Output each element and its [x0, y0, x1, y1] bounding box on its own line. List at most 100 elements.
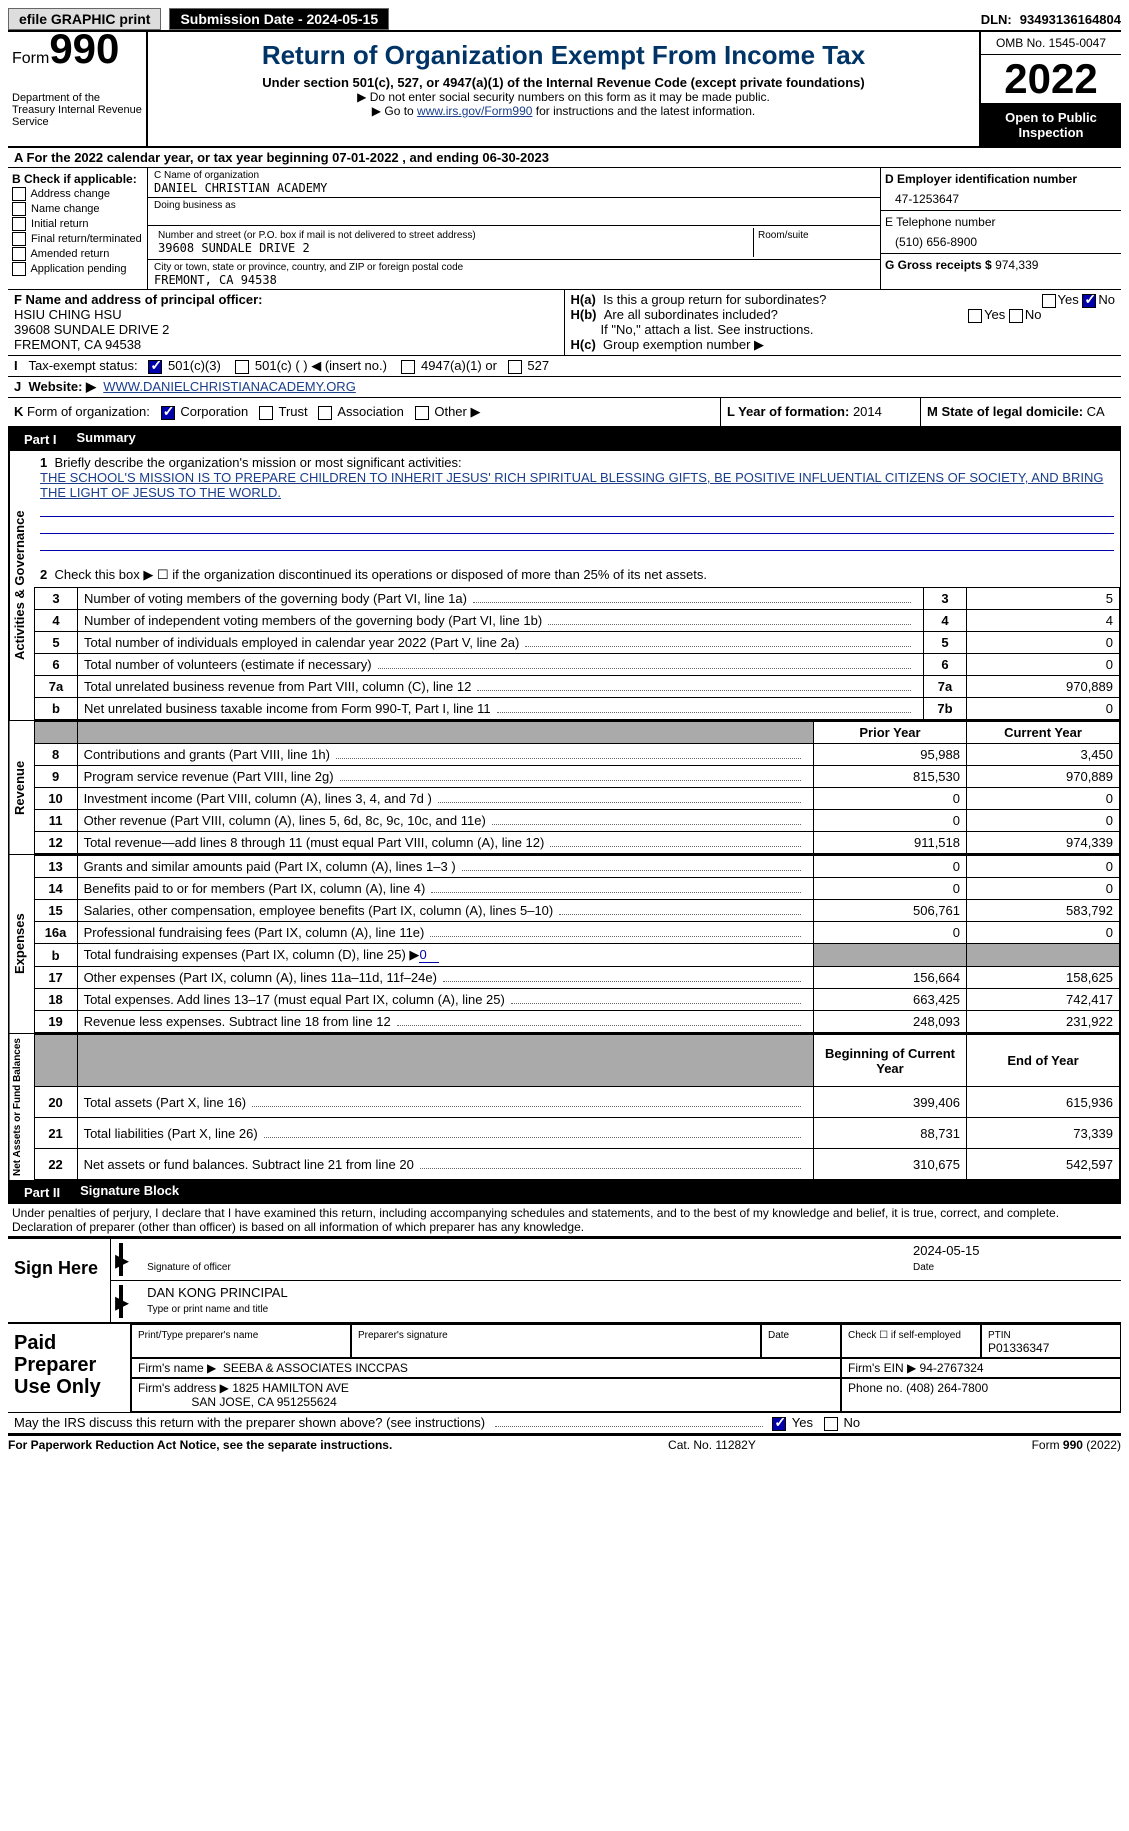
footer: For Paperwork Reduction Act Notice, see … — [8, 1434, 1121, 1454]
part-i-bar: Part I Summary — [8, 428, 1121, 451]
table-row: 22Net assets or fund balances. Subtract … — [34, 1149, 1119, 1180]
irs-link[interactable]: www.irs.gov/Form990 — [417, 104, 532, 118]
table-row: 6Total number of volunteers (estimate if… — [35, 654, 1120, 676]
ein-value: 47-1253647 — [895, 192, 1117, 206]
submission-btn[interactable]: Submission Date - 2024-05-15 — [169, 8, 389, 30]
org-name-label: C Name of organization — [154, 170, 874, 181]
side-activities: Activities & Governance — [9, 451, 34, 720]
section-h: H(a) Is this a group return for subordin… — [565, 290, 1122, 355]
netassets-section: Net Assets or Fund Balances Beginning of… — [8, 1034, 1121, 1181]
table-row: 3Number of voting members of the governi… — [35, 588, 1120, 610]
prep-date-label: Date — [761, 1324, 841, 1358]
activities-section: Activities & Governance 1 Briefly descri… — [8, 451, 1121, 721]
topbar: efile GRAPHIC print Submission Date - 20… — [8, 8, 1121, 32]
side-netassets: Net Assets or Fund Balances — [9, 1034, 34, 1180]
table-row: 8Contributions and grants (Part VIII, li… — [34, 744, 1119, 766]
table-row: 7aTotal unrelated business revenue from … — [35, 676, 1120, 698]
table-row: 13Grants and similar amounts paid (Part … — [34, 856, 1119, 878]
firm-ein: Firm's EIN ▶ 94-2767324 — [841, 1358, 1121, 1378]
col-b: B Check if applicable: Address change Na… — [8, 168, 148, 289]
subtitle-3: ▶ Go to www.irs.gov/Form990 for instruct… — [152, 104, 975, 118]
prep-check[interactable]: Check ☐ if self-employed — [841, 1324, 981, 1358]
row-j: J Website: ▶ WWW.DANIELCHRISTIANACADEMY.… — [8, 377, 1121, 398]
mission-text: THE SCHOOL'S MISSION IS TO PREPARE CHILD… — [40, 470, 1103, 500]
title: Return of Organization Exempt From Incom… — [152, 40, 975, 71]
entity-block: B Check if applicable: Address change Na… — [8, 168, 1121, 290]
netassets-table: Beginning of Current YearEnd of Year 20T… — [34, 1034, 1120, 1180]
officer-sig[interactable]: ▸ Signature of officer — [119, 1243, 893, 1276]
col-c: C Name of organization DANIEL CHRISTIAN … — [148, 168, 881, 289]
table-row: 16aProfessional fundraising fees (Part I… — [34, 922, 1119, 944]
revenue-section: Revenue Prior YearCurrent Year 8Contribu… — [8, 721, 1121, 855]
phone-value: (510) 656-8900 — [895, 235, 1117, 249]
org-name: DANIEL CHRISTIAN ACADEMY — [154, 181, 874, 195]
expenses-table: 13Grants and similar amounts paid (Part … — [34, 855, 1120, 1033]
year-formation: L Year of formation: 2014 — [721, 398, 921, 426]
dba-label: Doing business as — [154, 200, 874, 211]
prep-ptin: PTINP01336347 — [981, 1324, 1121, 1358]
line-a: A For the 2022 calendar year, or tax yea… — [8, 148, 1121, 168]
subtitle-1: Under section 501(c), 527, or 4947(a)(1)… — [152, 75, 975, 90]
row-f-h: F Name and address of principal officer:… — [8, 290, 1121, 356]
ein-label: D Employer identification number — [885, 172, 1077, 186]
table-row: 12Total revenue—add lines 8 through 11 (… — [34, 832, 1119, 854]
table-row: bNet unrelated business taxable income f… — [35, 698, 1120, 720]
city-label: City or town, state or province, country… — [154, 262, 874, 273]
expenses-section: Expenses 13Grants and similar amounts pa… — [8, 855, 1121, 1034]
table-row: 17Other expenses (Part IX, column (A), l… — [34, 967, 1119, 989]
table-row: bTotal fundraising expenses (Part IX, co… — [34, 944, 1119, 967]
table-row: 9Program service revenue (Part VIII, lin… — [34, 766, 1119, 788]
table-row: 21Total liabilities (Part X, line 26)88,… — [34, 1118, 1119, 1149]
check-opt[interactable]: Application pending — [12, 262, 143, 276]
check-opt[interactable]: Amended return — [12, 247, 143, 261]
state-domicile: M State of legal domicile: CA — [921, 398, 1121, 426]
tax-501c3-check[interactable] — [148, 360, 162, 374]
line-2: Check this box ▶ ☐ if the organization d… — [54, 567, 707, 582]
paid-preparer-block: Paid Preparer Use Only Print/Type prepar… — [8, 1322, 1121, 1412]
check-opt[interactable]: Initial return — [12, 217, 143, 231]
check-opt[interactable]: Final return/terminated — [12, 232, 143, 246]
mission-q: Briefly describe the organization's miss… — [54, 455, 461, 470]
room-cell: Room/suite — [754, 228, 874, 257]
gross-receipts: G Gross receipts $ 974,339 — [881, 254, 1121, 276]
paid-side-label: Paid Preparer Use Only — [8, 1324, 131, 1412]
website-link[interactable]: WWW.DANIELCHRISTIANACADEMY.ORG — [103, 379, 356, 394]
governance-table: 3Number of voting members of the governi… — [34, 587, 1120, 720]
row-klm: K Form of organization: Corporation Trus… — [8, 398, 1121, 428]
header: Form990 Department of the Treasury Inter… — [8, 32, 1121, 148]
firm-phone: Phone no. (408) 264-7800 — [841, 1378, 1121, 1412]
omb: OMB No. 1545-0047 — [981, 32, 1121, 55]
col-deg: D Employer identification number 47-1253… — [881, 168, 1121, 289]
subtitle-2: ▶ Do not enter social security numbers o… — [152, 90, 975, 104]
side-revenue: Revenue — [9, 721, 34, 854]
dln-value: 93493136164804 — [1020, 12, 1121, 27]
side-expenses: Expenses — [9, 855, 34, 1033]
sign-here-label: Sign Here — [8, 1239, 111, 1322]
row-i: I Tax-exempt status: 501(c)(3) 501(c) ( … — [8, 356, 1121, 377]
phone-label: E Telephone number — [885, 215, 996, 229]
firm-name: Firm's name ▶ SEEBA & ASSOCIATES INCCPAS — [131, 1358, 841, 1378]
part-ii-bar: Part II Signature Block — [8, 1181, 1121, 1204]
table-row: 19Revenue less expenses. Subtract line 1… — [34, 1011, 1119, 1033]
check-opt[interactable]: Address change — [12, 187, 143, 201]
table-row: 18Total expenses. Add lines 13–17 (must … — [34, 989, 1119, 1011]
table-row: 10Investment income (Part VIII, column (… — [34, 788, 1119, 810]
table-row: 20Total assets (Part X, line 16)399,4066… — [34, 1087, 1119, 1118]
section-f: F Name and address of principal officer:… — [8, 290, 565, 355]
revenue-table: Prior YearCurrent Year 8Contributions an… — [34, 721, 1120, 854]
city-value: FREMONT, CA 94538 — [154, 273, 874, 287]
dln-label: DLN: — [981, 12, 1012, 27]
penalty-text: Under penalties of perjury, I declare th… — [8, 1204, 1121, 1237]
table-row: 5Total number of individuals employed in… — [35, 632, 1120, 654]
prep-name-label: Print/Type preparer's name — [131, 1324, 351, 1358]
officer-name: ▸ DAN KONG PRINCIPALType or print name a… — [119, 1285, 1113, 1318]
table-row: 14Benefits paid to or for members (Part … — [34, 878, 1119, 900]
firm-addr: Firm's address ▶ 1825 HAMILTON AVE SAN J… — [131, 1378, 841, 1412]
check-opt[interactable]: Name change — [12, 202, 143, 216]
form-ref: Form 990 (2022) — [1032, 1438, 1121, 1452]
prep-sig-label: Preparer's signature — [351, 1324, 761, 1358]
sign-here-block: Sign Here ▸ Signature of officer 2024-05… — [8, 1237, 1121, 1322]
sig-date: 2024-05-15Date — [913, 1243, 1113, 1276]
street-cell: Number and street (or P.O. box if mail i… — [154, 228, 754, 257]
form-number: Form990 — [12, 34, 142, 68]
